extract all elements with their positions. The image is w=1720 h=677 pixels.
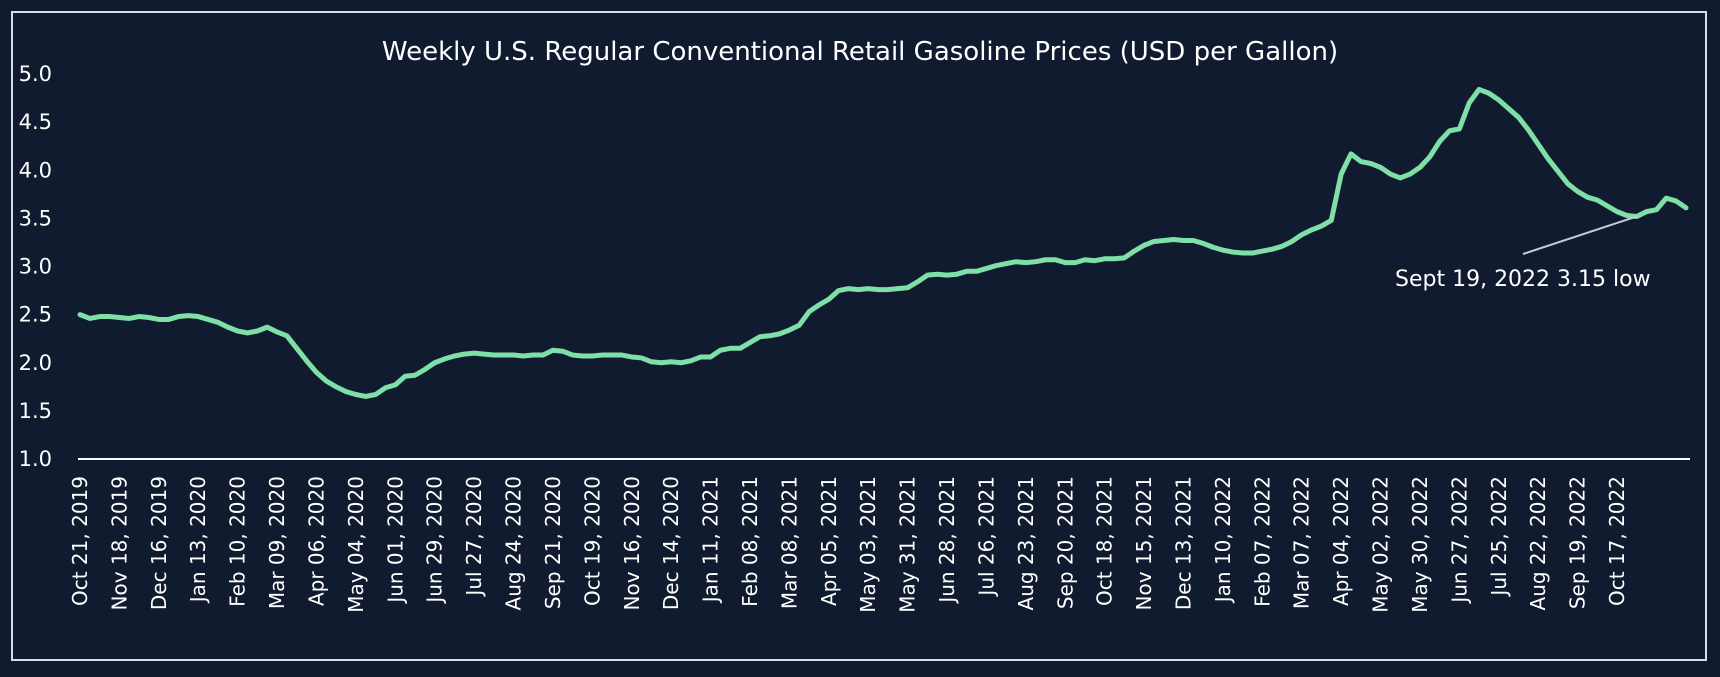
x-axis: Oct 21, 2019 Nov 18, 2019 Dec 16, 2019 Jan …	[68, 476, 1629, 613]
x-tick-label: Sep 21, 2020	[541, 476, 565, 609]
x-tick-label: Mar 08, 2021	[777, 476, 801, 609]
x-tick-label: May 03, 2021	[856, 476, 880, 613]
x-tick-label: May 02, 2022	[1369, 476, 1393, 613]
x-tick-label: Jun 29, 2020	[423, 476, 447, 605]
y-tick-label: 5.0	[19, 62, 52, 86]
x-tick-label: Oct 17, 2022	[1605, 476, 1629, 606]
x-tick-label: Jan 10, 2022	[1211, 476, 1235, 604]
x-tick-label: Jan 11, 2021	[699, 476, 723, 604]
x-tick-label: Oct 19, 2020	[580, 476, 604, 606]
x-tick-label: Mar 07, 2022	[1290, 476, 1314, 609]
x-tick-label: Nov 16, 2020	[620, 476, 644, 610]
x-tick-label: Jul 26, 2021	[974, 476, 998, 598]
x-tick-label: Sep 19, 2022	[1566, 476, 1590, 609]
x-tick-label: Dec 14, 2020	[659, 476, 683, 610]
x-tick-label: May 04, 2020	[344, 476, 368, 613]
y-tick-label: 1.5	[19, 399, 52, 423]
y-tick-label: 3.5	[19, 206, 52, 230]
x-tick-label: Oct 21, 2019	[68, 476, 92, 606]
x-tick-label: Oct 18, 2021	[1093, 476, 1117, 606]
x-tick-label: Sep 20, 2021	[1053, 476, 1077, 609]
x-tick-label: Nov 18, 2019	[107, 476, 131, 610]
x-tick-label: Dec 16, 2019	[147, 476, 171, 610]
y-tick-label: 4.0	[19, 158, 52, 182]
y-tick-label: 2.5	[19, 303, 52, 327]
x-tick-label: Apr 05, 2021	[817, 476, 841, 606]
y-tick-label: 4.5	[19, 110, 52, 134]
y-axis: 5.0 4.5 4.0 3.5 3.0 2.5 2.0 1.5 1.0	[19, 62, 52, 471]
x-tick-label: Dec 13, 2021	[1172, 476, 1196, 610]
x-tick-label: Mar 09, 2020	[265, 476, 289, 609]
x-tick-label: May 30, 2022	[1408, 476, 1432, 613]
x-tick-label: Jun 28, 2021	[935, 476, 959, 605]
x-tick-label: Nov 15, 2021	[1132, 476, 1156, 610]
annotation-leader-line	[1522, 215, 1638, 255]
y-tick-label: 2.0	[19, 351, 52, 375]
x-tick-label: Feb 07, 2022	[1250, 476, 1274, 607]
x-tick-label: Feb 08, 2021	[738, 476, 762, 607]
annotation-label: Sept 19, 2022 3.15 low	[1395, 267, 1651, 292]
x-tick-label: Jun 27, 2022	[1447, 476, 1471, 605]
x-tick-label: Apr 06, 2020	[304, 476, 328, 606]
x-tick-label: Apr 04, 2022	[1329, 476, 1353, 606]
series-line	[77, 86, 1689, 399]
x-tick-label: Aug 24, 2020	[502, 476, 526, 610]
chart-frame	[11, 11, 1707, 661]
x-tick-label: Feb 10, 2020	[226, 476, 250, 607]
x-tick-label: Aug 22, 2022	[1526, 476, 1550, 610]
x-tick-label: Jun 01, 2020	[383, 476, 407, 605]
x-tick-label: Aug 23, 2021	[1014, 476, 1038, 610]
chart-title: Weekly U.S. Regular Conventional Retail …	[382, 37, 1338, 67]
y-tick-label: 3.0	[19, 255, 52, 279]
x-tick-label: May 31, 2021	[896, 476, 920, 613]
x-tick-label: Jan 13, 2020	[186, 476, 210, 604]
x-tick-label: Jul 27, 2020	[462, 476, 486, 598]
y-tick-label: 1.0	[19, 447, 52, 471]
x-tick-label: Jul 25, 2022	[1487, 476, 1511, 598]
